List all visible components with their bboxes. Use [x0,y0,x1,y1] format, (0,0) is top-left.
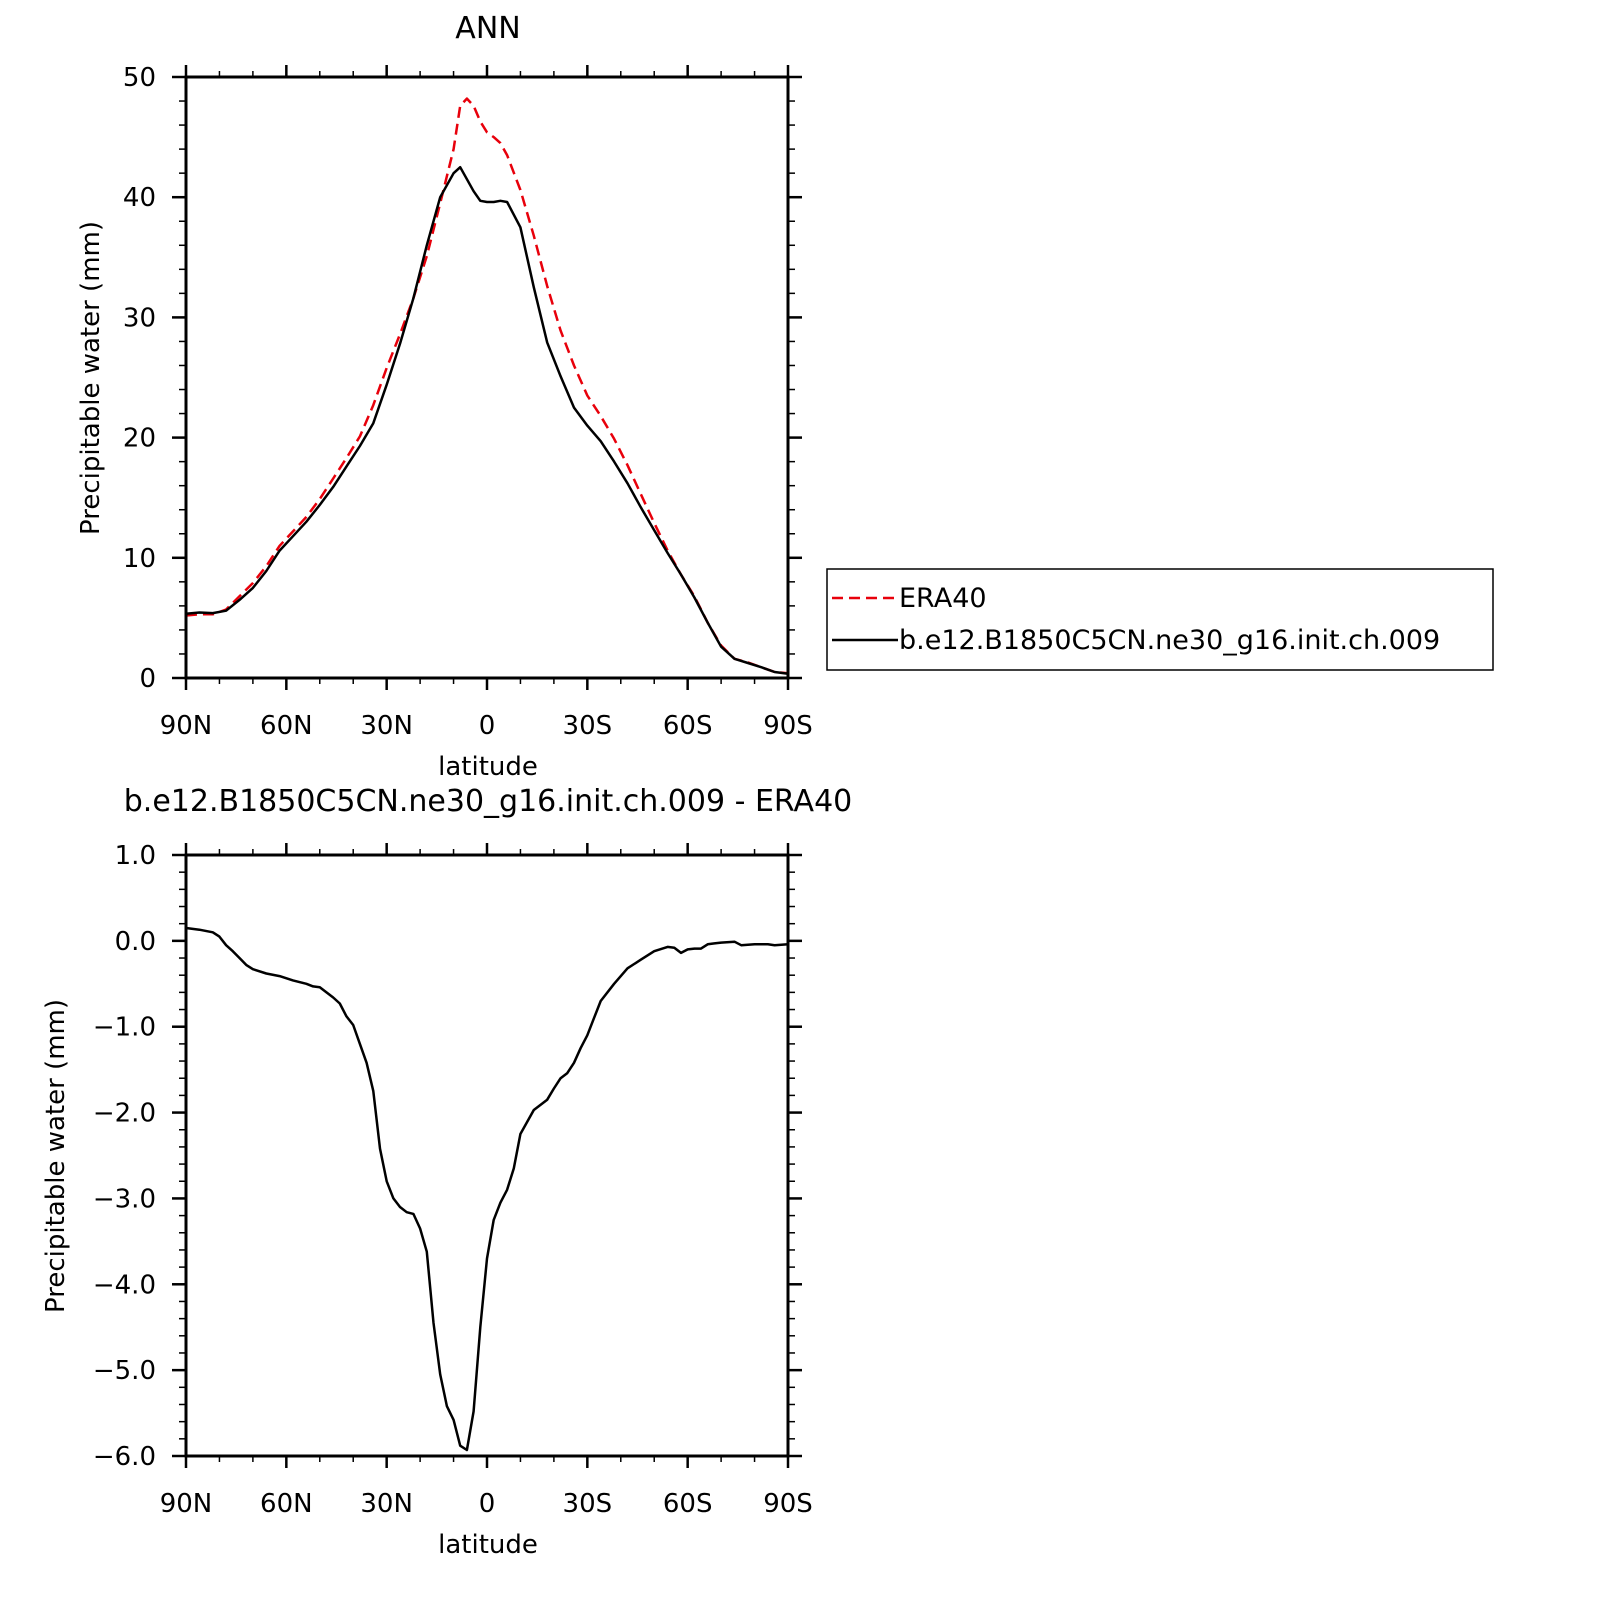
bottom-x-tick-label: 90N [160,1489,213,1519]
legend-box [826,568,1494,671]
bottom-y-tick-label: −2.0 [93,1099,156,1129]
bottom-y-tick-label: 1.0 [115,841,156,871]
bottom-y-tick-label: −5.0 [93,1356,156,1386]
legend: ERA40 b.e12.B1850C5CN.ne30_g16.init.ch.0… [826,568,1494,671]
top-y-tick-label: 30 [123,303,156,333]
bottom-x-tick-label: 60S [663,1489,713,1519]
top-x-tick-label: 90S [763,711,813,741]
bottom-y-tick-label: −4.0 [93,1270,156,1300]
bottom-y-tick-label: −1.0 [93,1013,156,1043]
top-x-tick-label: 60S [663,711,713,741]
top-x-axis-title: latitude [438,752,538,782]
top-y-tick-label: 0 [139,664,156,694]
bottom-y-tick-label: 0.0 [115,927,156,957]
bottom-y-axis-title: Precipitable water (mm) [41,999,71,1313]
top-axis-ticks: 90N 60N 30N 0 30S 60S 90S 0 10 20 30 40 50 [123,63,813,741]
top-x-tick-label: 30S [563,711,613,741]
top-x-tick-label: 60N [260,711,313,741]
top-plot-frame [184,75,790,680]
top-y-tick-label: 20 [123,424,156,454]
bottom-y-tick-label: −3.0 [93,1184,156,1214]
top-y-tick-label: 40 [123,183,156,213]
top-line-chart: ANN 90N 60N 30N 0 30S 60S 90S 0 10 20 30 40 50 latit… [76,11,1494,782]
top-y-tick-label: 10 [123,544,156,574]
bottom-x-tick-label: 0 [479,1489,496,1519]
top-y-tick-label: 50 [123,63,156,93]
top-x-tick-label: 0 [479,711,496,741]
top-series-line-1 [185,165,789,676]
bottom-series-line-0 [185,926,789,1452]
bottom-y-tick-label: −6.0 [93,1442,156,1472]
bottom-difference-chart: b.e12.B1850C5CN.ne30_g16.init.ch.009 - E… [41,784,852,1560]
bottom-series-layer [185,926,789,1452]
bottom-plot-frame [184,853,790,1458]
top-chart-title: ANN [455,11,520,46]
legend-label-era40: ERA40 [899,583,987,614]
bottom-x-tick-label: 60N [260,1489,313,1519]
top-x-tick-label: 30N [360,711,413,741]
top-x-tick-label: 90N [160,711,213,741]
bottom-chart-title: b.e12.B1850C5CN.ne30_g16.init.ch.009 - E… [124,784,853,819]
bottom-x-tick-label: 30S [563,1489,613,1519]
bottom-x-tick-label: 90S [763,1489,813,1519]
top-series-layer [185,97,789,676]
bottom-x-tick-label: 30N [360,1489,413,1519]
legend-label-model: b.e12.B1850C5CN.ne30_g16.init.ch.009 [899,625,1440,656]
top-y-axis-title: Precipitable water (mm) [76,221,106,535]
bottom-axis-ticks: 90N 60N 30N 0 30S 60S 90S 1.0 0.0 −1.0 −2.0 −3.0 −4.… [93,841,813,1519]
bottom-x-axis-title: latitude [438,1530,538,1560]
top-series-line-0 [185,97,789,675]
